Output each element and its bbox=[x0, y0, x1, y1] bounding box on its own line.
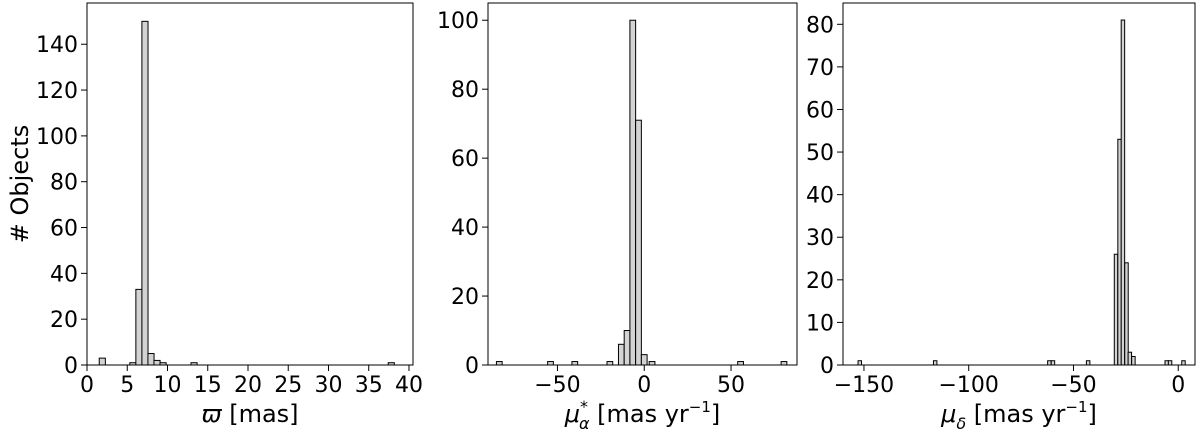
y-tick-label: 80 bbox=[451, 78, 479, 103]
x-axis-label: μ* α [mas yr−1] bbox=[564, 397, 721, 433]
histogram-bar bbox=[1181, 360, 1186, 366]
histogram-bar bbox=[857, 360, 862, 366]
histogram-bar bbox=[153, 359, 161, 366]
histogram-bar bbox=[617, 343, 625, 366]
histogram-bar bbox=[640, 354, 648, 366]
histogram-bar bbox=[648, 361, 656, 366]
axes-frame bbox=[86, 2, 414, 366]
histogram-bar bbox=[737, 361, 744, 366]
histogram-bar bbox=[495, 361, 503, 366]
x-tick-label: 40 bbox=[395, 373, 423, 398]
y-tick-label: 10 bbox=[806, 311, 834, 336]
x-tick-label: 35 bbox=[355, 373, 383, 398]
axes-frame bbox=[487, 2, 798, 366]
y-tick-label: 0 bbox=[820, 354, 834, 379]
y-tick-label: 30 bbox=[806, 226, 834, 251]
y-tick-label: 70 bbox=[806, 56, 834, 81]
histogram-bar bbox=[606, 361, 614, 366]
x-tick-label: −150 bbox=[834, 373, 894, 398]
y-tick-label: 20 bbox=[451, 285, 479, 310]
x-tick-label: 5 bbox=[120, 373, 134, 398]
histogram-panel-3: −150 −100 −50 0 0 10 20 30 40 50 60 70 80 μδ [mas yr−… bbox=[806, 2, 1196, 433]
histogram-bar bbox=[141, 20, 149, 366]
axes-frame bbox=[842, 2, 1196, 366]
histogram-bar bbox=[1131, 355, 1136, 366]
histogram-bar bbox=[1127, 351, 1133, 366]
y-tick-label: 20 bbox=[50, 308, 78, 333]
histogram-bar bbox=[135, 288, 143, 366]
histogram-bar bbox=[1167, 360, 1173, 366]
histogram-bar bbox=[147, 353, 155, 366]
y-tick-label: 20 bbox=[806, 269, 834, 294]
y-tick-label: 80 bbox=[50, 171, 78, 196]
y-tick-label: 0 bbox=[465, 354, 479, 379]
histogram-bar bbox=[1124, 262, 1129, 366]
y-tick-label: 60 bbox=[50, 217, 78, 242]
y-tick-label: 40 bbox=[50, 262, 78, 287]
histogram-bar bbox=[623, 330, 631, 366]
histogram-bar bbox=[571, 361, 579, 366]
y-tick-label: 60 bbox=[451, 147, 479, 172]
y-axis-label: # Objects bbox=[6, 125, 34, 243]
x-tick-label: −50 bbox=[534, 373, 580, 398]
y-tick-label: 140 bbox=[36, 33, 78, 58]
x-tick-label: 30 bbox=[314, 373, 342, 398]
x-tick-label: 15 bbox=[194, 373, 222, 398]
y-tick-label: 80 bbox=[806, 13, 834, 38]
x-axis-label: μδ [mas yr−1] bbox=[940, 398, 1097, 433]
x-tick-label: 0 bbox=[1171, 373, 1185, 398]
y-tick-label: 120 bbox=[36, 79, 78, 104]
histogram-panel-2: −50 0 50 0 20 40 60 80 100 μ* α [mas yr−1] bbox=[437, 2, 798, 433]
histogram-bar bbox=[98, 357, 106, 366]
y-tick-label: 0 bbox=[64, 354, 78, 379]
x-tick-label: 25 bbox=[274, 373, 302, 398]
x-tick-label: 0 bbox=[80, 373, 94, 398]
y-tick-label: 40 bbox=[806, 184, 834, 209]
y-tick-label: 60 bbox=[806, 98, 834, 123]
y-tick-label: 100 bbox=[36, 125, 78, 150]
x-tick-label: −100 bbox=[938, 373, 998, 398]
histogram-bar bbox=[629, 19, 637, 366]
x-tick-label: −50 bbox=[1050, 373, 1096, 398]
histogram-bar bbox=[1120, 19, 1126, 366]
x-tick-label: 20 bbox=[234, 373, 262, 398]
histogram-bar bbox=[1050, 360, 1056, 366]
histogram-bar bbox=[932, 360, 938, 366]
x-tick-label: 0 bbox=[637, 373, 651, 398]
y-tick-label: 100 bbox=[437, 9, 479, 34]
histogram-bar bbox=[780, 361, 788, 366]
histogram-panel-1: 0 5 10 15 20 25 30 35 40 0 20 40 60 80 100 120 140 ϖ [mas… bbox=[6, 2, 423, 428]
histogram-bar bbox=[547, 361, 554, 366]
histogram-bar bbox=[1113, 253, 1119, 366]
x-axis-label: ϖ [mas] bbox=[201, 400, 298, 428]
histogram-bar bbox=[635, 119, 642, 366]
x-tick-label: 50 bbox=[717, 373, 745, 398]
histogram-bar bbox=[1085, 360, 1091, 366]
y-tick-label: 40 bbox=[451, 216, 479, 241]
y-tick-label: 50 bbox=[806, 141, 834, 166]
histogram-bar bbox=[1047, 360, 1052, 366]
x-tick-label: 10 bbox=[153, 373, 181, 398]
